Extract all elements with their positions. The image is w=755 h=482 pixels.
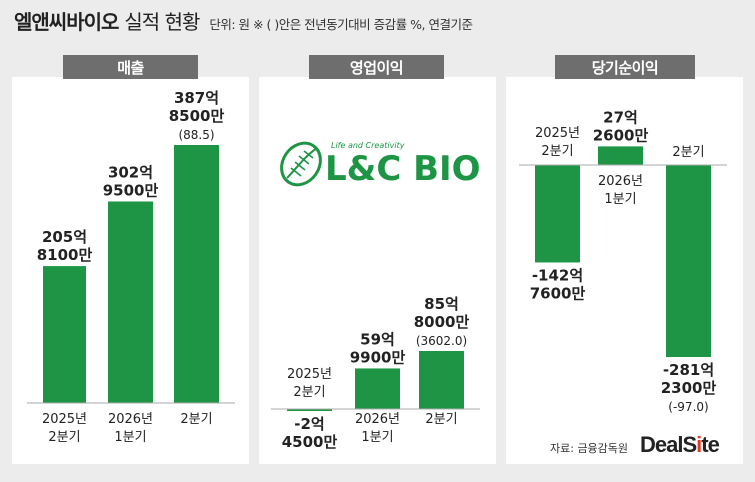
category-label: 2025년 [42, 412, 87, 427]
bar-2-2 [355, 368, 400, 409]
logo-brand: L&C BIO [325, 149, 479, 189]
value-label: 8500만 [169, 107, 225, 125]
unit-note: 단위: 원 ※ ( )안은 전년동기대비 증감률 %, 연결기준 [209, 17, 473, 32]
lc-bio-logo: Life and Creativity L&C BIO [280, 141, 479, 189]
value-label: 8100만 [37, 246, 93, 264]
value-label: 2300만 [661, 379, 717, 397]
bar-3-3 [666, 165, 711, 357]
chart-subtitle: 실적 현황 [124, 10, 200, 34]
category-label: 2분기 [48, 430, 80, 445]
value-label: -2억 [294, 415, 324, 433]
tab-net-income: 당기순이익 [555, 55, 695, 79]
category-label: 2분기 [541, 144, 573, 159]
dna-leaf-icon [280, 141, 322, 187]
value-label: (3602.0) [416, 334, 467, 348]
chart-header: 엘앤씨바이오 실적 현황 단위: 원 ※ ( )안은 전년동기대비 증감률 %,… [14, 6, 473, 36]
logo-tagline: Life and Creativity [331, 141, 405, 150]
value-label: 27억 [603, 108, 638, 126]
value-label: (-97.0) [668, 400, 708, 414]
value-label: (88.5) [178, 128, 214, 142]
category-label: 2025년 [287, 367, 332, 382]
value-label: 9500만 [103, 181, 159, 199]
category-label: 1분기 [604, 192, 636, 207]
value-label: 4500만 [282, 433, 338, 451]
bar-1-2 [108, 201, 153, 403]
value-label: 8000만 [414, 313, 470, 331]
category-label: 2분기 [425, 412, 457, 427]
bar-2-3 [419, 351, 464, 409]
category-label: 2분기 [672, 145, 704, 160]
bar-2-1 [287, 409, 332, 411]
category-label: 1분기 [361, 430, 393, 445]
category-label: 2026년 [355, 412, 400, 427]
value-label: 59억 [360, 330, 395, 348]
bar-3-1 [535, 165, 580, 263]
category-label: 2026년 [108, 412, 153, 427]
dealsite-logo: DealSite [640, 432, 720, 458]
value-label: 85억 [424, 295, 459, 313]
category-label: 2026년 [598, 174, 643, 189]
bar-3-2 [598, 146, 643, 165]
dealsite-logo-part-2: te [701, 432, 720, 457]
tab-revenue: 매출 [63, 55, 198, 79]
value-label: 9900만 [350, 348, 406, 366]
value-label: 205억 [42, 228, 87, 246]
value-label: -281억 [663, 361, 714, 379]
value-label: 302억 [108, 163, 153, 181]
dealsite-logo-part-1: DealS [640, 432, 697, 457]
company-title: 엘앤씨바이오 [14, 10, 119, 34]
tab-operating-profit: 영업이익 [309, 55, 444, 79]
category-label: 1분기 [114, 430, 146, 445]
value-label: 7600만 [530, 284, 586, 302]
value-label: 387억 [174, 89, 219, 107]
value-label: -142억 [532, 266, 583, 284]
category-label: 2025년 [535, 126, 580, 141]
dealsite-logo-i: i [696, 432, 702, 457]
category-label: 2분기 [293, 385, 325, 400]
category-label: 2분기 [180, 412, 212, 427]
bar-1-1 [43, 266, 86, 403]
source-note: 자료: 금융감독원 [550, 442, 629, 455]
value-label: 2600만 [593, 126, 649, 144]
bar-1-3 [174, 145, 219, 403]
